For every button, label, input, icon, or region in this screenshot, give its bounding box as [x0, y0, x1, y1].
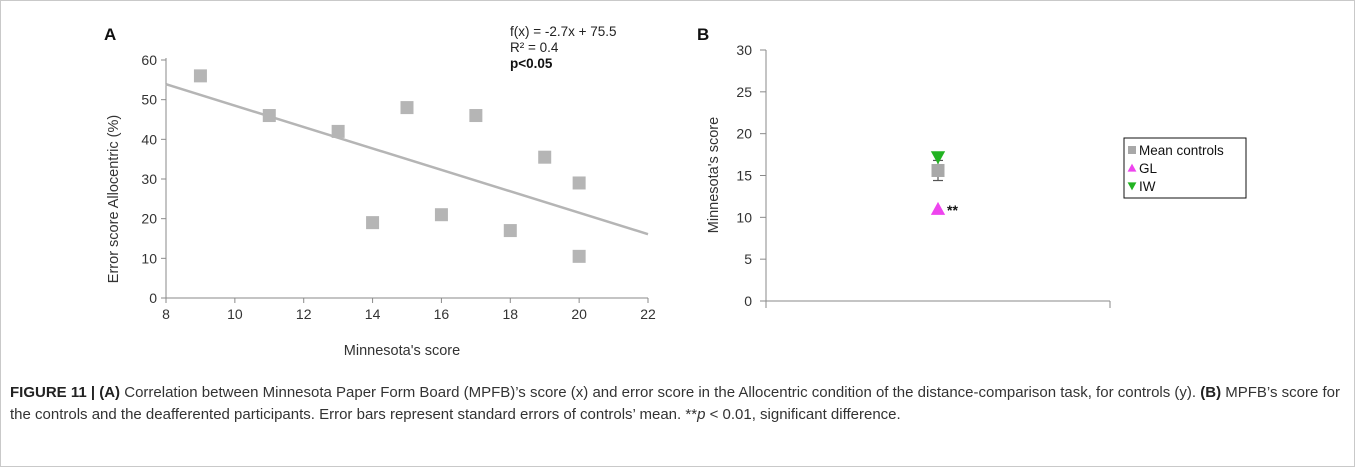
- panel-a-x-axis-label: Minnesota's score: [344, 343, 460, 359]
- x-tick-label: 16: [434, 306, 450, 322]
- data-point: [538, 150, 552, 164]
- data-point: [572, 176, 586, 190]
- regression-equation: f(x) = -2.7x + 75.5: [510, 24, 617, 39]
- legend-box: [1123, 137, 1247, 199]
- y-tick-label: 0: [744, 293, 752, 309]
- r-squared-value: R² = 0.4: [510, 40, 559, 55]
- y-tick-label: 60: [141, 52, 157, 68]
- panel-a-x-ticks: 8 10 12 14 16 18 20 22: [162, 298, 656, 322]
- p-value: p<0.05: [510, 56, 553, 71]
- panel-b-y-axis-label: Minnesota's score: [706, 117, 722, 233]
- panel-a-points: [193, 69, 586, 263]
- y-tick-label: 15: [736, 168, 752, 184]
- data-point: [193, 69, 207, 83]
- y-tick-label: 30: [736, 42, 752, 58]
- iw-marker: [930, 151, 946, 165]
- panel-b-chart: B 0 5 10 15 20 25 30 ** Minnesota's score Mean…: [697, 25, 1247, 309]
- data-point: [469, 109, 483, 123]
- x-tick-label: 14: [365, 306, 381, 322]
- data-point: [434, 208, 448, 222]
- y-tick-label: 50: [141, 92, 157, 108]
- y-tick-label: 30: [141, 171, 157, 187]
- panel-b-label: B: [697, 25, 709, 44]
- legend-swatch: [1127, 163, 1137, 172]
- data-point: [503, 224, 517, 238]
- caption-p-symbol: p: [697, 406, 706, 423]
- panel-a-label: A: [104, 25, 116, 44]
- x-tick-label: 20: [571, 306, 587, 322]
- data-point: [331, 124, 345, 138]
- y-tick-label: 20: [141, 211, 157, 227]
- y-tick-label: 10: [736, 209, 752, 225]
- data-point: [572, 249, 586, 263]
- legend-swatch: [1127, 182, 1137, 191]
- y-tick-label: 20: [736, 126, 752, 142]
- legend-entry: IW: [1139, 179, 1156, 194]
- data-point: [400, 101, 414, 115]
- x-tick-label: 22: [640, 306, 656, 322]
- caption-text-a: Correlation between Minnesota Paper Form…: [124, 384, 1197, 401]
- y-tick-label: 10: [141, 250, 157, 266]
- y-tick-label: 0: [149, 290, 157, 306]
- y-tick-label: 40: [141, 131, 157, 147]
- panel-b-y-ticks: 0 5 10 15 20 25 30: [736, 42, 766, 309]
- y-tick-label: 25: [736, 84, 752, 100]
- legend-entry: Mean controls: [1139, 143, 1224, 158]
- x-tick-label: 18: [502, 306, 518, 322]
- panel-a-y-axis-label: Error score Allocentric (%): [106, 115, 122, 283]
- data-point: [366, 216, 380, 230]
- significance-stars: **: [947, 202, 958, 218]
- trendline: [165, 83, 649, 236]
- caption-text-b: MPFB’s score for the controls and the de…: [10, 384, 1340, 423]
- figure-caption: FIGURE 11 | (A) Correlation between Minn…: [10, 382, 1345, 426]
- mean-controls-marker: [931, 163, 945, 177]
- gl-marker: [930, 201, 946, 215]
- x-tick-label: 12: [296, 306, 312, 322]
- figure-number: FIGURE 11 |: [10, 384, 96, 401]
- panel-b-marks: **: [930, 151, 958, 218]
- legend-entry: GL: [1139, 161, 1158, 176]
- caption-label-b: (B): [1200, 384, 1222, 401]
- x-tick-label: 8: [162, 306, 170, 322]
- y-tick-label: 5: [744, 251, 752, 267]
- caption-stars: **: [685, 406, 698, 423]
- caption-label-a: (A): [99, 384, 121, 401]
- panel-b-legend: Mean controls GL IW: [1123, 137, 1247, 199]
- caption-p-text: < 0.01, significant difference.: [709, 406, 901, 423]
- panel-a-chart: A 0 10 20 30 40 50 60 8 10 12 14 16 18 20 22 Error sc…: [104, 24, 656, 359]
- x-tick-label: 10: [227, 306, 243, 322]
- data-point: [262, 109, 276, 123]
- panel-a-y-ticks: 0 10 20 30 40 50 60: [141, 52, 166, 306]
- legend-swatch: [1128, 146, 1136, 154]
